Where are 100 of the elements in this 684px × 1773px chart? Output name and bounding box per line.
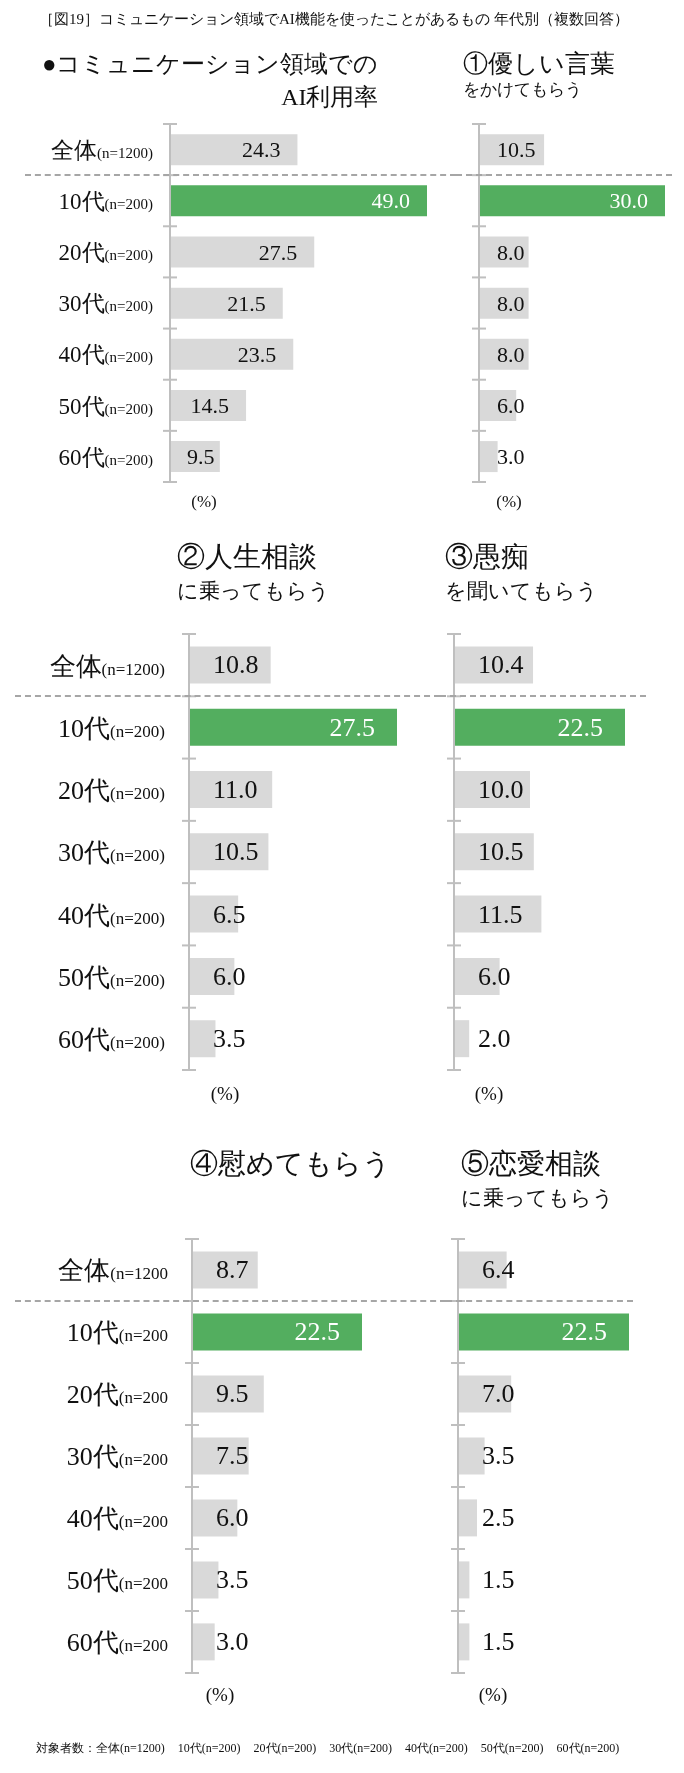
data-label: 9.5 <box>187 444 215 470</box>
chart-subtitle: に乗ってもらう <box>461 1186 614 1212</box>
data-label: 8.7 <box>216 1255 249 1285</box>
data-label: 9.5 <box>216 1379 249 1409</box>
x-axis-title: (%) <box>205 1684 235 1706</box>
chart-title: ●コミュニケーション領域での AI利用率 <box>42 50 379 112</box>
bar <box>458 1313 629 1351</box>
bar <box>189 1020 216 1058</box>
y-tick-label: 10代(n=200) <box>58 713 165 743</box>
data-label: 8.0 <box>497 341 525 367</box>
bar <box>189 771 273 809</box>
data-label: 10.5 <box>497 137 536 163</box>
bar <box>192 1623 215 1661</box>
data-label: 11.5 <box>478 899 523 929</box>
x-axis-title: (%) <box>496 492 522 512</box>
bar <box>189 708 397 746</box>
bar <box>479 441 498 473</box>
bar <box>192 1561 219 1599</box>
chart-subtitle: に乗ってもらう <box>177 579 330 605</box>
bar <box>458 1375 512 1413</box>
data-label: 21.5 <box>227 290 266 316</box>
data-label: 30.0 <box>609 188 648 214</box>
bar <box>454 1020 470 1058</box>
bar <box>192 1437 249 1475</box>
text: 対象者数：全体(n=1200) 10代(n=200) 20代(n=200) 30代(n=200) 40代(n=200) 50代(n=200) 60代(n=200) <box>36 1741 620 1756</box>
y-tick-label: 50代(n=200 <box>66 1566 168 1596</box>
x-axis-title: (%) <box>474 1083 504 1105</box>
data-label: 49.0 <box>371 188 410 214</box>
data-label: 3.0 <box>216 1627 249 1657</box>
y-tick-label: 60代(n=200) <box>58 1025 165 1055</box>
data-label: 1.5 <box>482 1565 515 1595</box>
y-tick-label: 40代(n=200) <box>58 900 165 930</box>
data-label: 2.0 <box>478 1024 511 1054</box>
data-label: 3.5 <box>482 1441 515 1471</box>
bar <box>458 1499 477 1537</box>
data-label: 27.5 <box>329 712 375 742</box>
data-label: 10.0 <box>478 775 524 805</box>
chart-title: ①優しい言葉 <box>463 49 615 79</box>
y-tick-label: 60代(n=200 <box>66 1628 168 1658</box>
data-label: 6.5 <box>213 899 246 929</box>
chart-title: ⑤恋愛相談 <box>461 1147 601 1181</box>
chart-subtitle: をかけてもらう <box>463 80 582 101</box>
y-tick-label: 10代(n=200) <box>58 188 153 214</box>
data-label: 8.0 <box>497 239 525 265</box>
data-label: 6.0 <box>497 392 525 418</box>
y-tick-label: 20代(n=200) <box>58 240 153 266</box>
data-label: 8.0 <box>497 290 525 316</box>
bar <box>192 1313 362 1351</box>
chart-title: ④慰めてもらう <box>190 1147 391 1181</box>
data-label: 3.5 <box>216 1565 249 1595</box>
y-tick-label: 30代(n=200) <box>58 838 165 868</box>
bar <box>192 1251 258 1289</box>
data-label: 3.0 <box>497 444 525 470</box>
bar <box>170 236 315 268</box>
bar <box>479 185 665 217</box>
y-tick-label: 40代(n=200) <box>58 342 153 368</box>
y-tick-label: 20代(n=200 <box>66 1380 168 1410</box>
data-label: 10.5 <box>478 837 524 867</box>
data-label: 2.5 <box>482 1503 515 1533</box>
y-tick-label: 全体(n=1200) <box>49 651 165 681</box>
data-label: 11.0 <box>213 775 258 805</box>
data-label: 10.5 <box>213 837 259 867</box>
data-label: 10.8 <box>213 650 259 680</box>
data-label: 3.5 <box>213 1024 246 1054</box>
data-label: 27.5 <box>258 239 298 265</box>
data-label: 22.5 <box>557 712 603 742</box>
x-axis-title: (%) <box>191 492 217 512</box>
data-label: 6.0 <box>216 1503 249 1533</box>
data-label: 7.0 <box>482 1379 515 1409</box>
data-label: 6.0 <box>478 961 511 991</box>
y-tick-label: 全体(n=1200) <box>51 137 153 163</box>
bar <box>454 895 542 933</box>
bar <box>170 287 283 319</box>
data-label: 10.4 <box>478 650 524 680</box>
data-label: 6.0 <box>213 961 246 991</box>
y-tick-label: 全体(n=1200 <box>58 1256 168 1286</box>
chart-title: ②人生相談 <box>177 540 317 574</box>
bar <box>192 1375 264 1413</box>
chart-subtitle: を聞いてもらう <box>445 579 598 605</box>
data-label: 7.5 <box>216 1441 249 1471</box>
y-tick-label: 30代(n=200) <box>58 291 153 317</box>
x-axis-title: (%) <box>478 1684 508 1706</box>
bar <box>170 185 427 217</box>
y-tick-label: 50代(n=200) <box>58 393 153 419</box>
chart-title: ③愚痴 <box>445 540 529 574</box>
bar <box>170 134 298 166</box>
y-tick-label: 20代(n=200) <box>58 776 165 806</box>
data-label: 6.4 <box>482 1255 515 1285</box>
data-label: 22.5 <box>561 1317 607 1347</box>
data-label: 14.5 <box>190 392 230 418</box>
y-tick-label: 10代(n=200 <box>66 1318 168 1348</box>
y-tick-label: 40代(n=200 <box>66 1504 168 1534</box>
data-label: 23.5 <box>237 341 277 367</box>
bar <box>454 708 625 746</box>
bar <box>458 1437 485 1475</box>
y-tick-label: 60代(n=200) <box>58 444 153 470</box>
y-tick-label: 50代(n=200) <box>58 962 165 992</box>
bar <box>170 338 294 370</box>
x-axis-title: (%) <box>210 1083 240 1105</box>
text: ［図19］コミュニケーション領域でAI機能を使ったことがあるもの 年代別（複数回答） <box>39 10 629 28</box>
